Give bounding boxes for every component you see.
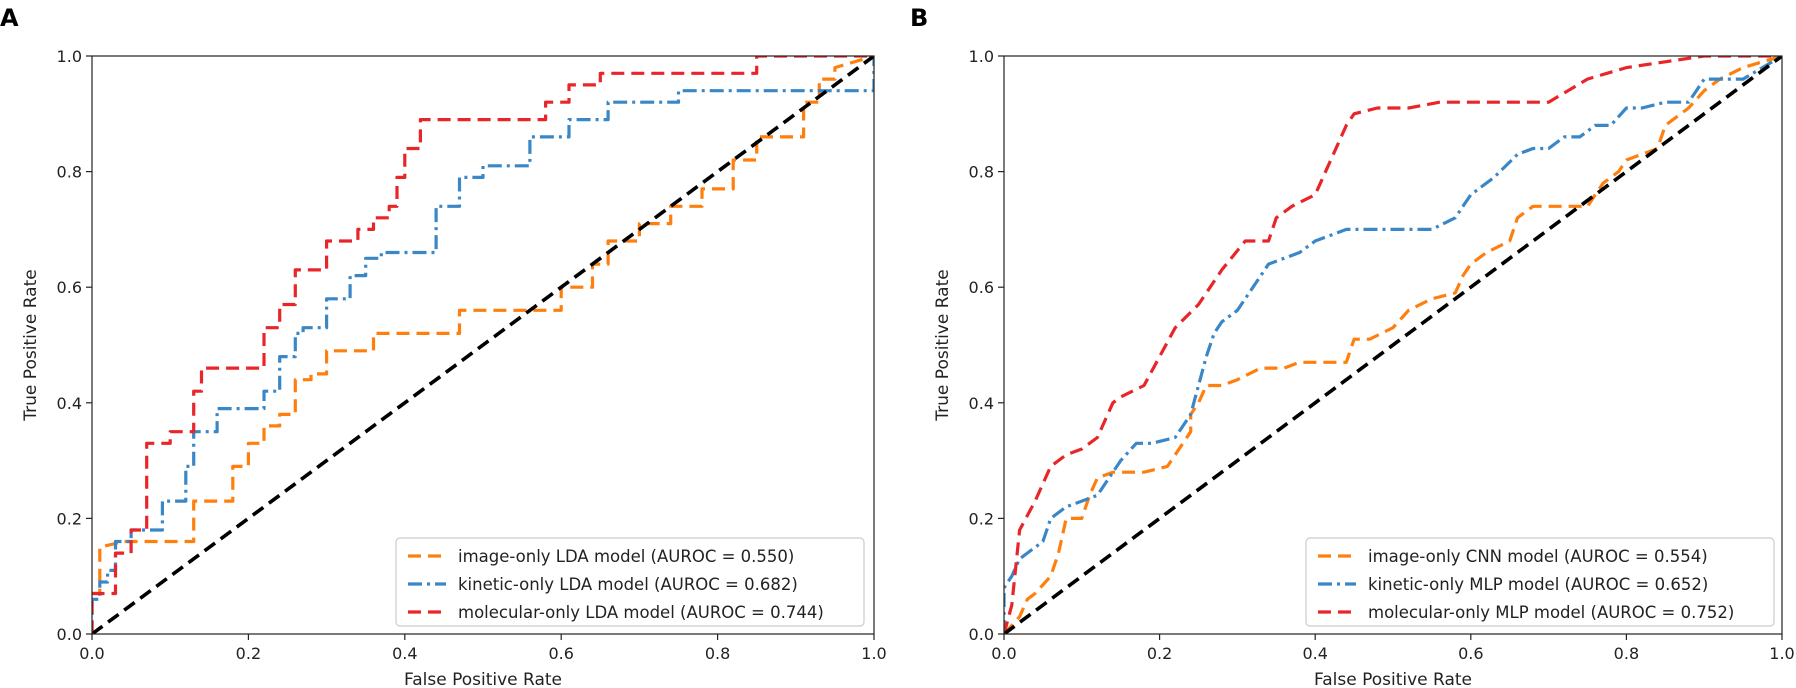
legend-box <box>1305 537 1775 627</box>
legend-entry: image-only LDA model (AUROC = 0.550) <box>458 547 794 566</box>
x-axis-label: False Positive Rate <box>404 670 562 688</box>
panel-label: B <box>910 4 928 32</box>
legend-entry: image-only CNN model (AUROC = 0.554) <box>1368 547 1708 566</box>
x-tick-label: 0.8 <box>1614 644 1639 663</box>
series-group <box>92 56 874 634</box>
y-tick-label: 0.2 <box>969 509 994 528</box>
y-tick-label: 1.0 <box>57 47 82 66</box>
x-tick-label: 0.0 <box>79 644 104 663</box>
y-axis-label: True Positive Rate <box>933 269 953 421</box>
legend-entry: molecular-only LDA model (AUROC = 0.744) <box>458 603 824 622</box>
legend-entry: kinetic-only MLP model (AUROC = 0.652) <box>1368 575 1708 594</box>
panel-a: A 0.0 0.2 0.4 0.6 0.8 1.0 0.0 0.2 0.4 0.6 0.8 1.0 Fal… <box>0 4 887 688</box>
y-tick-label: 0.8 <box>57 163 82 182</box>
panel-label: A <box>0 4 19 32</box>
x-tick-label: 0.0 <box>991 644 1016 663</box>
y-tick-label: 0.6 <box>969 278 994 297</box>
legend-entry: kinetic-only LDA model (AUROC = 0.682) <box>458 575 798 594</box>
x-tick-label: 0.2 <box>236 644 261 663</box>
legend-entry: molecular-only MLP model (AUROC = 0.752) <box>1368 603 1734 622</box>
x-tick-label: 1.0 <box>861 644 886 663</box>
x-tick-label: 0.8 <box>705 644 730 663</box>
x-tick-label: 0.6 <box>548 644 573 663</box>
series-group <box>1004 56 1782 634</box>
x-axis-label: False Positive Rate <box>1314 670 1472 688</box>
x-tick-label: 0.4 <box>1302 644 1327 663</box>
y-tick-label: 0.8 <box>969 163 994 182</box>
roc-curve-2 <box>92 56 874 634</box>
legend: image-only CNN model (AUROC = 0.554) kine… <box>1305 537 1775 627</box>
y-axis-label: True Positive Rate <box>21 269 41 421</box>
x-tick-label: 0.4 <box>392 644 417 663</box>
y-tick-label: 1.0 <box>969 47 994 66</box>
roc-curve-1 <box>92 56 874 634</box>
x-tick-label: 0.2 <box>1147 644 1172 663</box>
legend-box <box>395 537 865 627</box>
x-tick-label: 1.0 <box>1769 644 1794 663</box>
legend: image-only LDA model (AUROC = 0.550) kine… <box>395 537 865 627</box>
y-tick-label: 0.4 <box>57 394 82 413</box>
y-tick-label: 0.0 <box>969 625 994 644</box>
roc-curve-1 <box>1004 56 1782 634</box>
plot-frame <box>91 55 875 635</box>
y-tick-label: 0.4 <box>969 394 994 413</box>
chance-diagonal-line <box>1004 56 1782 634</box>
y-tick-label: 0.2 <box>57 509 82 528</box>
roc-curve-0 <box>92 56 874 634</box>
roc-curve-2 <box>1004 56 1782 634</box>
y-tick-label: 0.0 <box>57 625 82 644</box>
panel-b: B 0.0 0.2 0.4 0.6 0.8 1.0 0.0 0.2 0.4 0.6 0.8 1.0 Fal… <box>910 4 1795 688</box>
y-tick-label: 0.6 <box>57 278 82 297</box>
chance-diagonal-line <box>92 56 874 634</box>
plot-frame <box>1003 55 1783 635</box>
x-tick-label: 0.6 <box>1458 644 1483 663</box>
